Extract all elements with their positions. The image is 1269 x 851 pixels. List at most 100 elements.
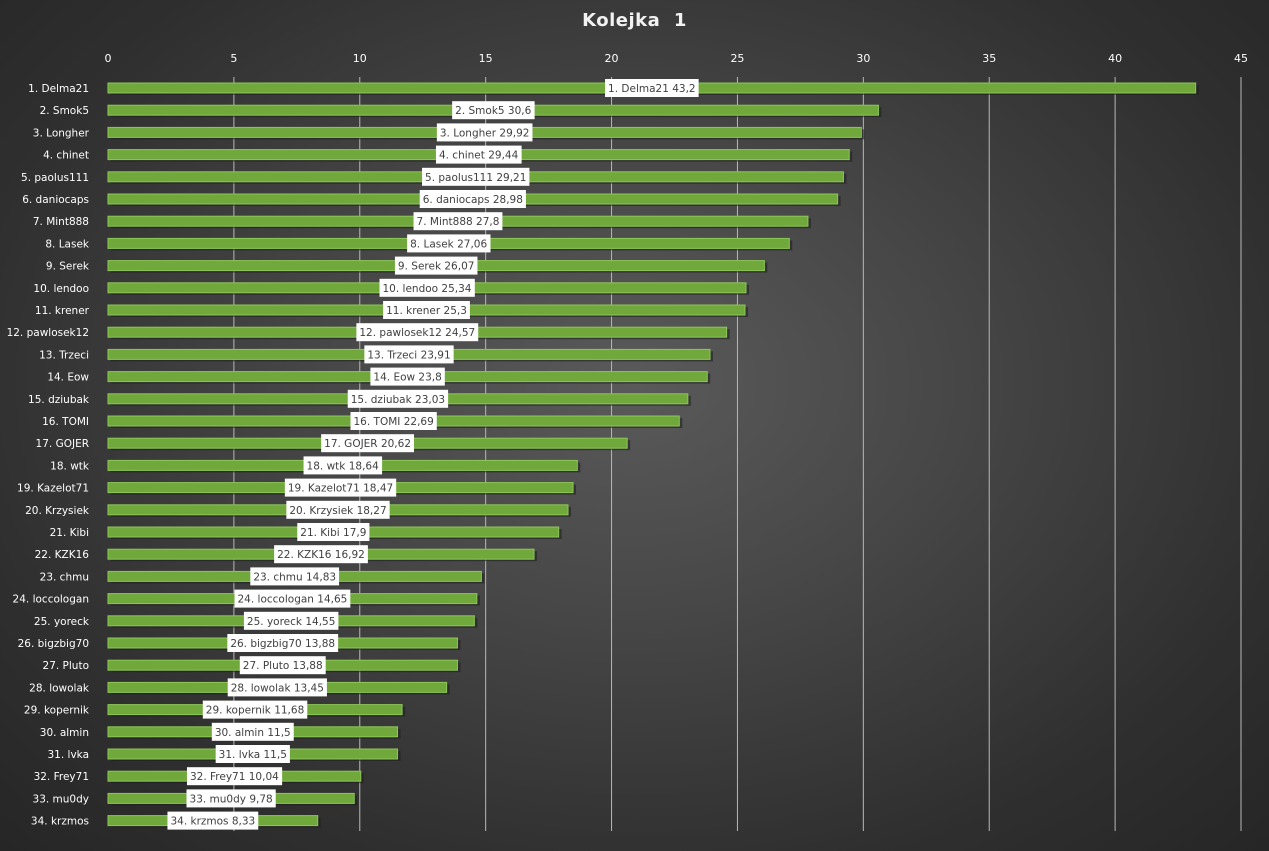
data-label-box [286, 500, 390, 519]
data-label: 15. dziubak 23,03 [351, 394, 445, 406]
data-label: 29. kopernik 11,68 [206, 705, 304, 717]
category-label: 32. Frey71 [34, 771, 89, 783]
category-label: 4. chinet [43, 150, 89, 162]
x-tick-label: 40 [1108, 52, 1122, 65]
data-label-box [297, 523, 370, 541]
category-label: 11. krener [35, 305, 90, 317]
data-label: 25. yoreck 14,55 [247, 616, 335, 628]
data-label-box [379, 278, 475, 297]
data-label: 18. wtk 18,64 [307, 460, 380, 472]
x-tick-label: 25 [730, 52, 744, 65]
data-label-box [284, 478, 397, 497]
data-label-box [364, 345, 454, 364]
category-label: 31. lvka [48, 749, 90, 761]
category-label: 29. kopernik [24, 705, 90, 717]
data-label: 6. daniocaps 28,98 [423, 194, 523, 206]
category-label: 2. Smok5 [40, 105, 89, 117]
x-tick-label: 35 [982, 52, 996, 65]
data-label-box [407, 234, 491, 253]
data-label-box [227, 678, 327, 697]
data-label: 17. GOJER 20,62 [324, 438, 411, 450]
data-label: 24. loccologan 14,65 [238, 594, 348, 606]
category-label: 15. dziubak [28, 394, 90, 406]
data-label-box [186, 789, 276, 808]
data-label-box [422, 167, 530, 186]
data-label-box [452, 101, 535, 120]
data-label-box [413, 212, 503, 231]
data-label: 31. lvka 11,5 [219, 749, 287, 761]
category-label: 34. krzmos [31, 816, 89, 828]
data-label-box [383, 301, 470, 319]
category-label: 21. Kibi [50, 527, 89, 539]
category-label: 1. Delma21 [28, 83, 89, 95]
data-label-box [370, 367, 445, 386]
data-label: 27. Pluto 13,88 [243, 660, 323, 672]
data-label-box [436, 123, 533, 142]
data-label: 19. Kazelot71 18,47 [288, 483, 393, 495]
category-label: 5. paolus111 [21, 172, 89, 184]
data-label: 34. krzmos 8,33 [170, 816, 255, 828]
category-label: 16. TOMI [42, 416, 89, 428]
data-label-box [356, 323, 479, 342]
data-label: 22. KZK16 16,92 [277, 549, 365, 561]
data-label-box [321, 434, 415, 453]
data-label: 28. lowolak 13,45 [231, 682, 324, 694]
data-label: 32. Frey71 10,04 [190, 771, 279, 783]
data-label: 11. krener 25,3 [386, 305, 467, 317]
category-label: 8. Lasek [45, 238, 90, 250]
data-label-box [186, 767, 283, 786]
category-label: 12. pawlosek12 [7, 327, 89, 339]
category-label: 13. Trzeci [39, 349, 89, 361]
data-label: 12. pawlosek12 24,57 [359, 327, 475, 339]
x-tick-label: 20 [605, 52, 619, 65]
category-label: 7. Mint888 [33, 216, 89, 228]
category-label: 9. Serek [46, 261, 90, 273]
data-label-box [243, 611, 339, 630]
x-tick-label: 0 [105, 52, 112, 65]
data-label-box [394, 256, 478, 275]
x-tick-label: 5 [230, 52, 237, 65]
data-label: 5. paolus111 29,21 [425, 172, 526, 184]
category-label: 33. mu0dy [33, 793, 89, 805]
data-label: 13. Trzeci 23,91 [367, 349, 450, 361]
x-tick-label: 15 [479, 52, 493, 65]
category-label: 28. lowolak [29, 682, 90, 694]
data-label-box [215, 745, 290, 763]
data-label-box [167, 811, 259, 830]
category-label: 23. chmu [40, 571, 89, 583]
data-label-box [250, 567, 340, 586]
category-label: 19. Kazelot71 [17, 483, 89, 495]
data-label: 4. chinet 29,44 [439, 150, 519, 162]
data-label: 3. Longher 29,92 [440, 127, 530, 139]
category-label: 30. almin [40, 727, 89, 739]
data-label-box [239, 656, 326, 675]
category-label: 27. Pluto [43, 660, 89, 672]
x-tick-label: 30 [856, 52, 870, 65]
chart-title: Kolejka 1 [582, 10, 687, 31]
data-label-box [227, 634, 339, 652]
category-label: 17. GOJER [36, 438, 89, 450]
data-label: 14. Eow 23,8 [373, 372, 441, 384]
data-label: 8. Lasek 27,06 [410, 238, 487, 250]
data-label: 16. TOMI 22,69 [354, 416, 434, 428]
data-label: 1. Delma21 43,2 [608, 83, 696, 95]
data-label-box [350, 412, 437, 430]
data-label: 10. lendoo 25,34 [383, 283, 472, 295]
data-label: 30. almin 11,5 [215, 727, 291, 739]
data-label-box [435, 145, 522, 164]
data-label-box [303, 456, 383, 475]
data-label: 9. Serek 26,07 [398, 261, 475, 273]
data-label-box [605, 79, 699, 97]
data-label: 7. Mint888 27,8 [417, 216, 500, 228]
data-label-box [202, 700, 308, 719]
category-label: 14. Eow [47, 372, 89, 384]
data-label: 21. Kibi 17,9 [300, 527, 366, 539]
x-tick-label: 45 [1234, 52, 1248, 65]
category-label: 25. yoreck [34, 616, 90, 628]
category-label: 6. daniocaps [22, 194, 89, 206]
data-label-box [347, 389, 449, 408]
x-tick-label: 10 [353, 52, 367, 65]
category-label: 3. Longher [33, 127, 90, 139]
